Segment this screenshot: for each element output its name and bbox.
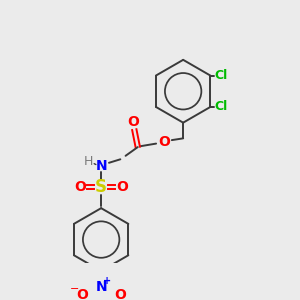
Text: O: O: [74, 180, 86, 194]
Text: Cl: Cl: [215, 100, 228, 113]
Text: O: O: [116, 180, 128, 194]
Text: +: +: [103, 276, 111, 286]
Text: −: −: [69, 284, 79, 294]
Text: O: O: [114, 288, 126, 300]
Text: O: O: [158, 135, 170, 149]
Text: S: S: [95, 178, 107, 196]
Text: N: N: [95, 159, 107, 173]
Text: Cl: Cl: [215, 69, 228, 82]
Text: O: O: [76, 288, 88, 300]
Text: N: N: [95, 280, 107, 294]
Text: O: O: [128, 115, 140, 129]
Text: H: H: [84, 155, 94, 168]
